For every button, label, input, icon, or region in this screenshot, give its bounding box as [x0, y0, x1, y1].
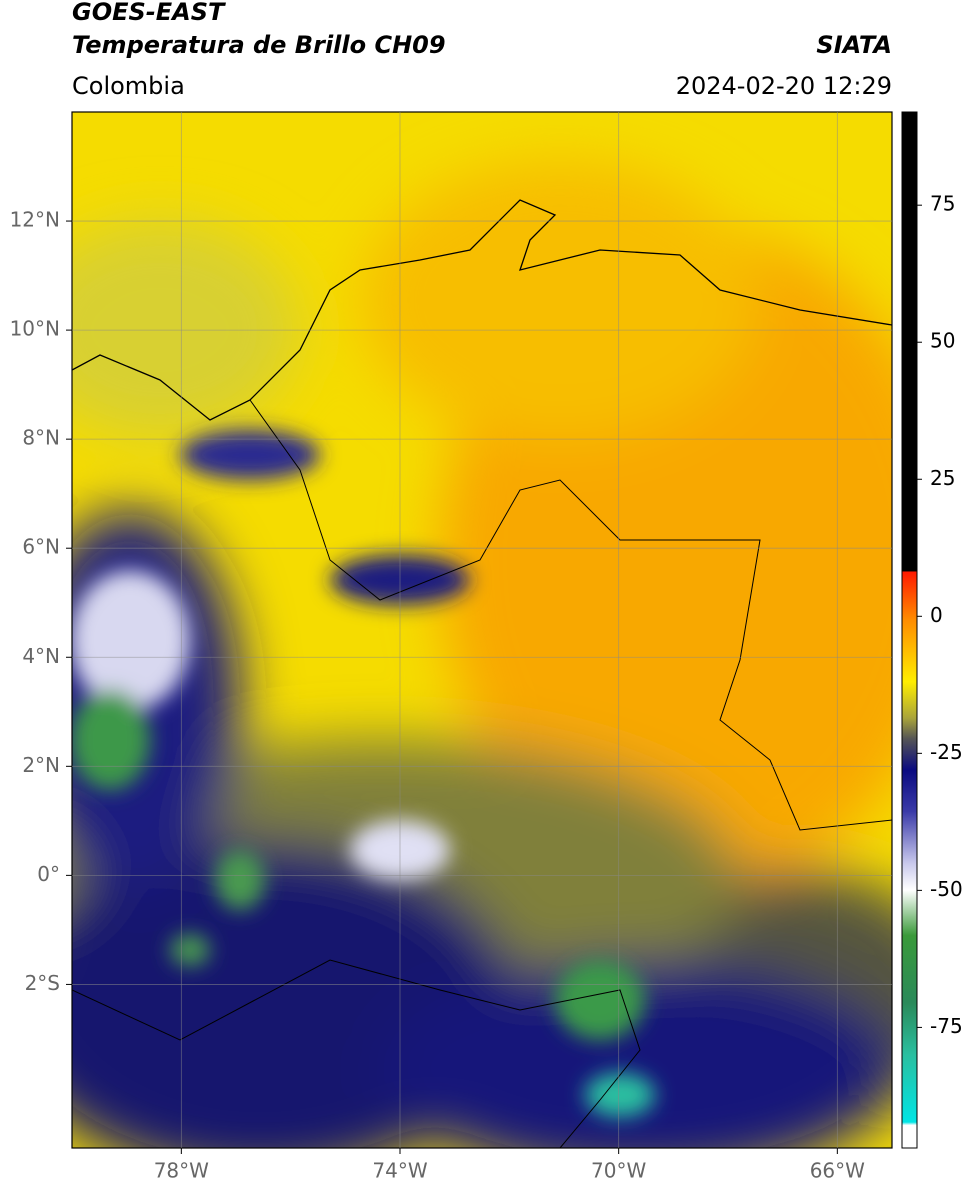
title: GOES-EAST	[72, 0, 226, 26]
colorbar	[901, 111, 918, 1149]
y-tick-label: 2°N	[22, 753, 60, 777]
y-tick-label: 0°	[37, 862, 60, 886]
colorbar-label: 25	[930, 466, 955, 490]
x-tick-label: 70°W	[591, 1159, 646, 1183]
y-tick-label: 8°N	[22, 426, 60, 450]
subtitle: Temperatura de Brillo CH09	[72, 31, 446, 59]
colorbar-label: 75	[930, 192, 955, 216]
region: Colombia	[72, 72, 185, 100]
colorbar-label: 0	[930, 603, 943, 627]
colorbar-label: -75	[930, 1014, 963, 1038]
map-frame	[71, 111, 893, 1149]
colorbar-label: -50	[930, 877, 963, 901]
y-tick-label: 4°N	[22, 644, 60, 668]
colorbar-label: 50	[930, 329, 955, 353]
y-tick-label: 12°N	[10, 208, 60, 232]
source: SIATA	[816, 31, 892, 59]
x-tick-label: 78°W	[154, 1159, 209, 1183]
colorbar-label: -25	[930, 740, 963, 764]
y-tick-label: 6°N	[22, 535, 60, 559]
x-tick-label: 74°W	[372, 1159, 427, 1183]
satellite-image	[72, 112, 892, 1148]
y-tick-label: 2°S	[25, 971, 60, 995]
x-tick-label: 66°W	[810, 1159, 865, 1183]
y-tick-label: 10°N	[10, 317, 60, 341]
timestamp: 2024-02-20 12:29	[676, 72, 892, 100]
